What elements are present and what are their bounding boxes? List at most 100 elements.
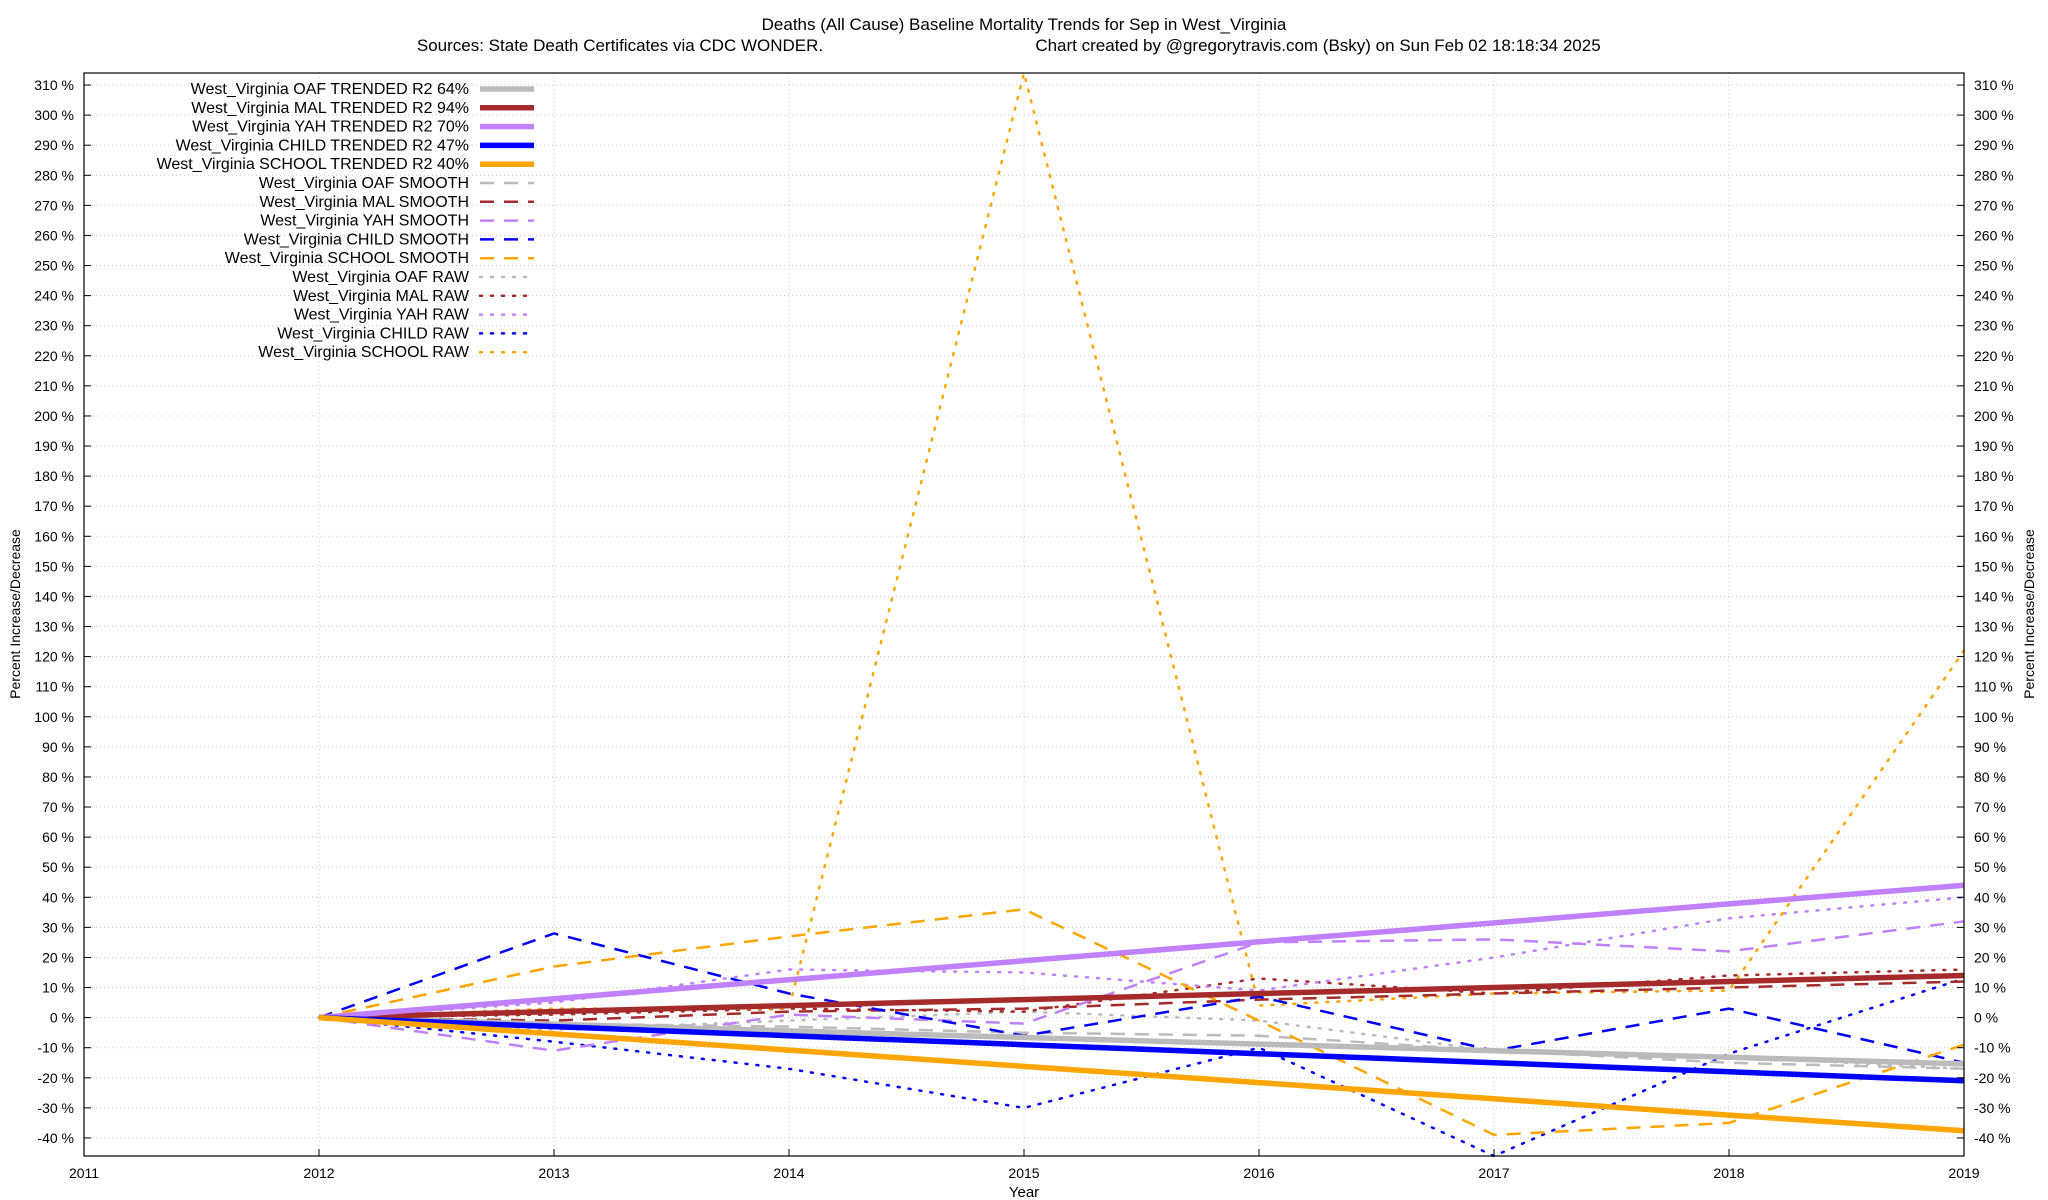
y-tick-label-left: 260 %: [34, 227, 74, 243]
y-tick-label-right: 270 %: [1974, 197, 2014, 213]
legend-label-0: West_Virginia OAF TRENDED R2 64%: [191, 81, 469, 98]
grid: [83, 73, 1965, 1156]
y-tick-label-left: 230 %: [34, 318, 74, 334]
y-tick-label-right: 170 %: [1974, 498, 2014, 514]
y-tick-label-left: 10 %: [42, 980, 74, 996]
x-tick-label: 2019: [1948, 1165, 1979, 1181]
y-tick-label-left: 90 %: [42, 739, 74, 755]
y-tick-label-right: 150 %: [1974, 558, 2014, 574]
series-line-2: [318, 882, 1965, 1021]
x-tick-label: 2015: [1008, 1165, 1039, 1181]
y-tick-label-right: 50 %: [1974, 859, 2006, 875]
series-line-8: [318, 932, 1965, 1064]
series-line-1: [318, 972, 1965, 1021]
x-tick-label: 2017: [1478, 1165, 1509, 1181]
legend-label-1: West_Virginia MAL TRENDED R2 94%: [191, 100, 469, 117]
y-tick-label-left: 280 %: [34, 167, 74, 183]
y-tick-label-left: -10 %: [37, 1040, 74, 1056]
y-tick-label-right: 110 %: [1974, 679, 2013, 695]
y-tick-label-left: 100 %: [34, 709, 74, 725]
y-tick-label-left: 220 %: [34, 348, 74, 364]
x-tick-label: 2018: [1713, 1165, 1744, 1181]
y-tick-label-left: 170 %: [34, 498, 74, 514]
x-axis-label: Year: [1009, 1184, 1039, 1200]
y-tick-label-left: 190 %: [34, 438, 74, 454]
y-tick-label-right: 70 %: [1974, 799, 2006, 815]
y-tick-label-right: 200 %: [1974, 408, 2014, 424]
y-tick-label-right: -40 %: [1974, 1130, 2011, 1146]
y-tick-label-right: 10 %: [1974, 980, 2006, 996]
series-line-4: [318, 1014, 1965, 1134]
legend-label-5: West_Virginia OAF SMOOTH: [259, 175, 469, 192]
chart-title: Deaths (All Cause) Baseline Mortality Tr…: [762, 15, 1287, 34]
legend-label-12: West_Virginia YAH RAW: [294, 307, 470, 324]
y-tick-label-left: 290 %: [34, 137, 74, 153]
y-tick-label-left: 0 %: [50, 1010, 74, 1026]
y-tick-label-left: 20 %: [42, 949, 74, 965]
series-line-6: [318, 980, 1965, 1022]
chart-subtitle-source: Sources: State Death Certificates via CD…: [417, 36, 823, 55]
legend-label-13: West_Virginia CHILD RAW: [277, 325, 470, 342]
y-tick-label-left: 110 %: [35, 679, 74, 695]
chart-subtitle-credit: Chart created by @gregorytravis.com (Bsk…: [1035, 36, 1600, 55]
y-tick-label-right: 90 %: [1974, 739, 2006, 755]
y-tick-label-left: 300 %: [34, 107, 74, 123]
y-tick-label-right: 260 %: [1974, 227, 2014, 243]
y-tick-label-left: 30 %: [42, 919, 74, 935]
y-tick-label-right: 140 %: [1974, 588, 2014, 604]
legend-label-7: West_Virginia YAH SMOOTH: [260, 213, 469, 230]
series-line-3: [318, 1014, 1965, 1084]
x-tick-label: 2013: [538, 1165, 569, 1181]
series-line-0: [318, 1014, 1965, 1067]
y-tick-label-right: 240 %: [1974, 288, 2014, 304]
y-tick-label-right: 300 %: [1974, 107, 2014, 123]
x-tick-label: 2016: [1243, 1165, 1274, 1181]
y-tick-label-left: 70 %: [42, 799, 74, 815]
legend-label-9: West_Virginia SCHOOL SMOOTH: [225, 250, 469, 267]
legend-label-14: West_Virginia SCHOOL RAW: [258, 344, 470, 361]
y-tick-label-left: 40 %: [42, 889, 74, 905]
y-tick-label-right: 250 %: [1974, 258, 2014, 274]
y-tick-label-left: 80 %: [42, 769, 74, 785]
x-tick-label: 2014: [773, 1165, 804, 1181]
y-tick-label-right: 120 %: [1974, 649, 2014, 665]
y-tick-label-left: 130 %: [34, 619, 74, 635]
y-tick-label-left: 270 %: [34, 197, 74, 213]
y-tick-label-left: 200 %: [34, 408, 74, 424]
y-tick-label-right: 130 %: [1974, 619, 2014, 635]
y-tick-label-right: 80 %: [1974, 769, 2006, 785]
y-tick-label-left: 210 %: [34, 378, 74, 394]
series-lines: [317, 71, 1966, 1158]
tick-labels: -40 % -40 % -30 % -30 % -20 % -20 % -10 % -10 %…: [34, 77, 2013, 1181]
y-tick-label-right: 280 %: [1974, 167, 2014, 183]
y-tick-label-right: -30 %: [1974, 1100, 2011, 1116]
y-tick-label-right: 60 %: [1974, 829, 2006, 845]
y-tick-label-right: 160 %: [1974, 528, 2014, 544]
y-tick-label-right: 180 %: [1974, 468, 2014, 484]
y-tick-label-left: 160 %: [34, 528, 74, 544]
y-tick-label-left: -30 %: [37, 1100, 74, 1116]
y-tick-label-left: 310 %: [34, 77, 74, 93]
y-tick-label-left: 240 %: [34, 288, 74, 304]
y-tick-label-right: 310 %: [1974, 77, 2014, 93]
y-tick-label-right: 290 %: [1974, 137, 2014, 153]
y-axis-label-left: Percent Increase/Decrease: [7, 529, 23, 699]
y-tick-label-left: -20 %: [37, 1070, 74, 1086]
legend-label-4: West_Virginia SCHOOL TRENDED R2 40%: [157, 156, 469, 173]
legend-label-8: West_Virginia CHILD SMOOTH: [244, 231, 469, 248]
y-tick-label-right: -20 %: [1974, 1070, 2011, 1086]
y-tick-label-left: 150 %: [34, 558, 74, 574]
legend-label-2: West_Virginia YAH TRENDED R2 70%: [192, 119, 469, 136]
series-line-13: [317, 977, 1966, 1158]
y-tick-label-right: 210 %: [1974, 378, 2014, 394]
y-tick-label-right: 100 %: [1974, 709, 2014, 725]
legend-label-11: West_Virginia MAL RAW: [293, 288, 470, 305]
series-line-14: [317, 71, 1966, 1019]
y-axis-label-right: Percent Increase/Decrease: [2021, 529, 2037, 699]
legend-label-6: West_Virginia MAL SMOOTH: [259, 194, 469, 211]
y-tick-label-right: 230 %: [1974, 318, 2014, 334]
y-tick-label-right: 20 %: [1974, 949, 2006, 965]
x-tick-label: 2011: [69, 1165, 99, 1181]
legend-label-10: West_Virginia OAF RAW: [292, 269, 470, 286]
y-tick-label-right: 190 %: [1974, 438, 2014, 454]
